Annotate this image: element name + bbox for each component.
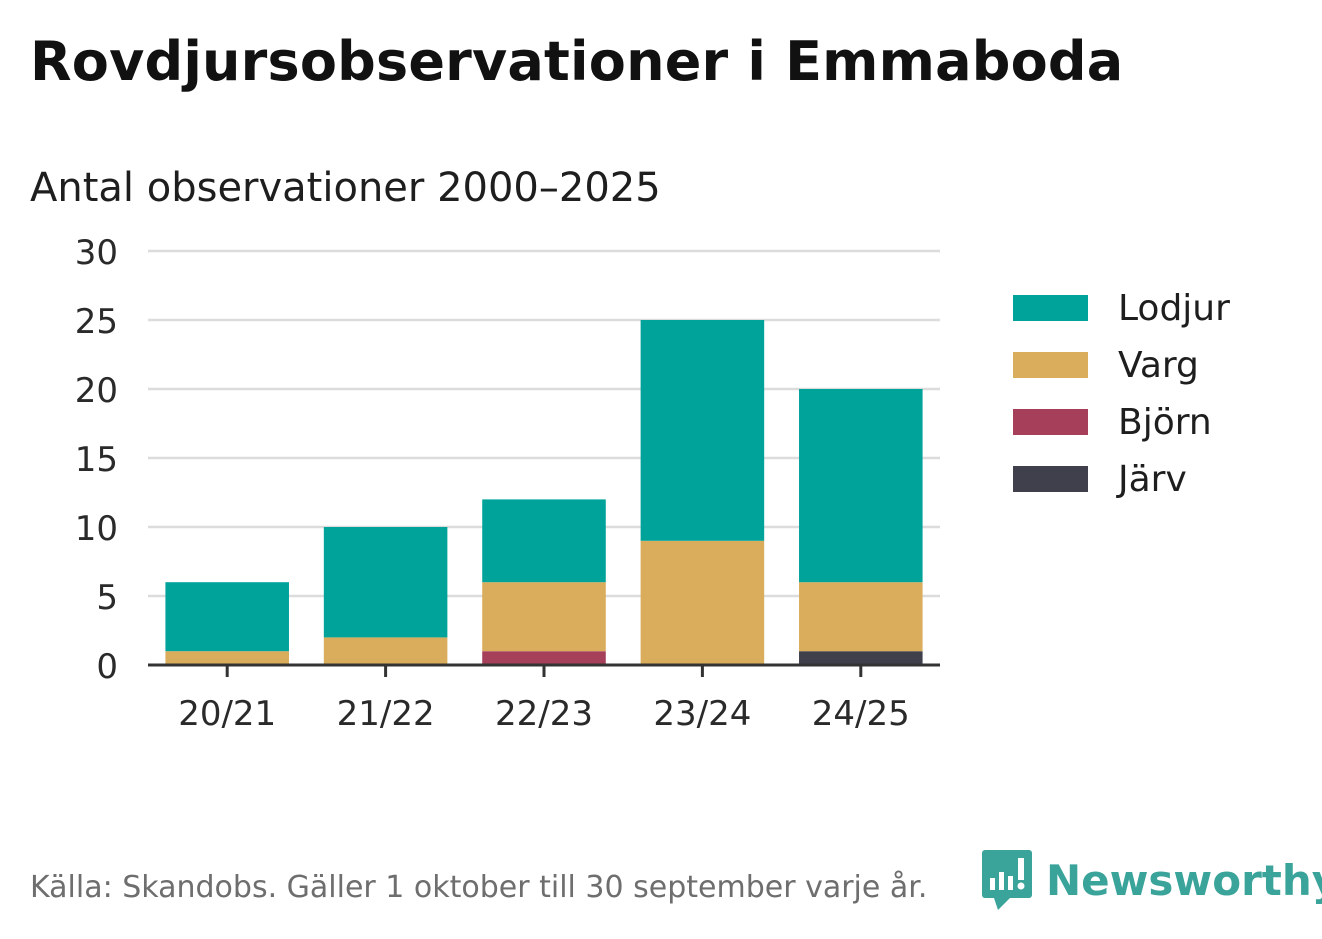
bar-segment-bj-rn	[482, 651, 606, 665]
y-tick-label: 5	[96, 578, 118, 618]
brand-name: Newsworthy	[1046, 855, 1322, 905]
bar-segment-lodjur	[165, 582, 289, 652]
y-tick-label: 20	[75, 371, 118, 411]
bar-segment-varg	[799, 582, 923, 652]
legend-swatch	[1013, 466, 1088, 492]
bar-segment-lodjur	[482, 499, 606, 583]
bar-segment-varg	[482, 582, 606, 652]
bar-segment-j-rv	[799, 651, 923, 665]
x-tick-label: 24/25	[812, 694, 910, 734]
bar-segment-varg	[165, 651, 289, 665]
y-tick-label: 0	[96, 647, 118, 687]
legend-label: Björn	[1118, 402, 1212, 443]
bar-segment-varg	[640, 540, 765, 665]
x-tick-label: 22/23	[495, 694, 593, 734]
y-tick-label: 30	[75, 233, 118, 273]
y-tick-label: 15	[75, 440, 118, 480]
bar-segment-varg	[323, 637, 448, 665]
x-tick-label: 21/22	[337, 694, 435, 734]
newsworthy-logo-icon	[982, 850, 1032, 910]
legend-swatch	[1013, 352, 1088, 378]
y-tick-label: 10	[75, 509, 118, 549]
source-note: Källa: Skandobs. Gäller 1 oktober till 3…	[30, 870, 928, 905]
legend-label: Lodjur	[1118, 288, 1230, 329]
bar-segment-lodjur	[323, 527, 448, 638]
legend-label: Varg	[1118, 345, 1199, 386]
legend: Lodjur Varg Björn Järv	[1013, 288, 1230, 500]
bar-segment-lodjur	[640, 320, 765, 541]
bars	[165, 320, 923, 665]
legend-label: Järv	[1116, 459, 1187, 500]
legend-swatch	[1013, 295, 1088, 321]
chart-subtitle: Antal observationer 2000–2025	[30, 165, 661, 211]
legend-swatch	[1013, 409, 1088, 435]
bar-segment-lodjur	[799, 389, 923, 583]
brand-logo: Newsworthy	[980, 848, 1322, 912]
x-tick-label: 20/21	[178, 694, 276, 734]
chart-title: Rovdjursobservationer i Emmaboda	[30, 30, 1124, 93]
y-tick-label: 25	[75, 302, 118, 342]
y-axis-ticks: 0 5 10 15 20 25 30	[75, 233, 118, 687]
x-tick-label: 23/24	[653, 694, 751, 734]
x-axis-ticks: 20/21 21/22 22/23 23/24 24/25	[178, 665, 910, 734]
